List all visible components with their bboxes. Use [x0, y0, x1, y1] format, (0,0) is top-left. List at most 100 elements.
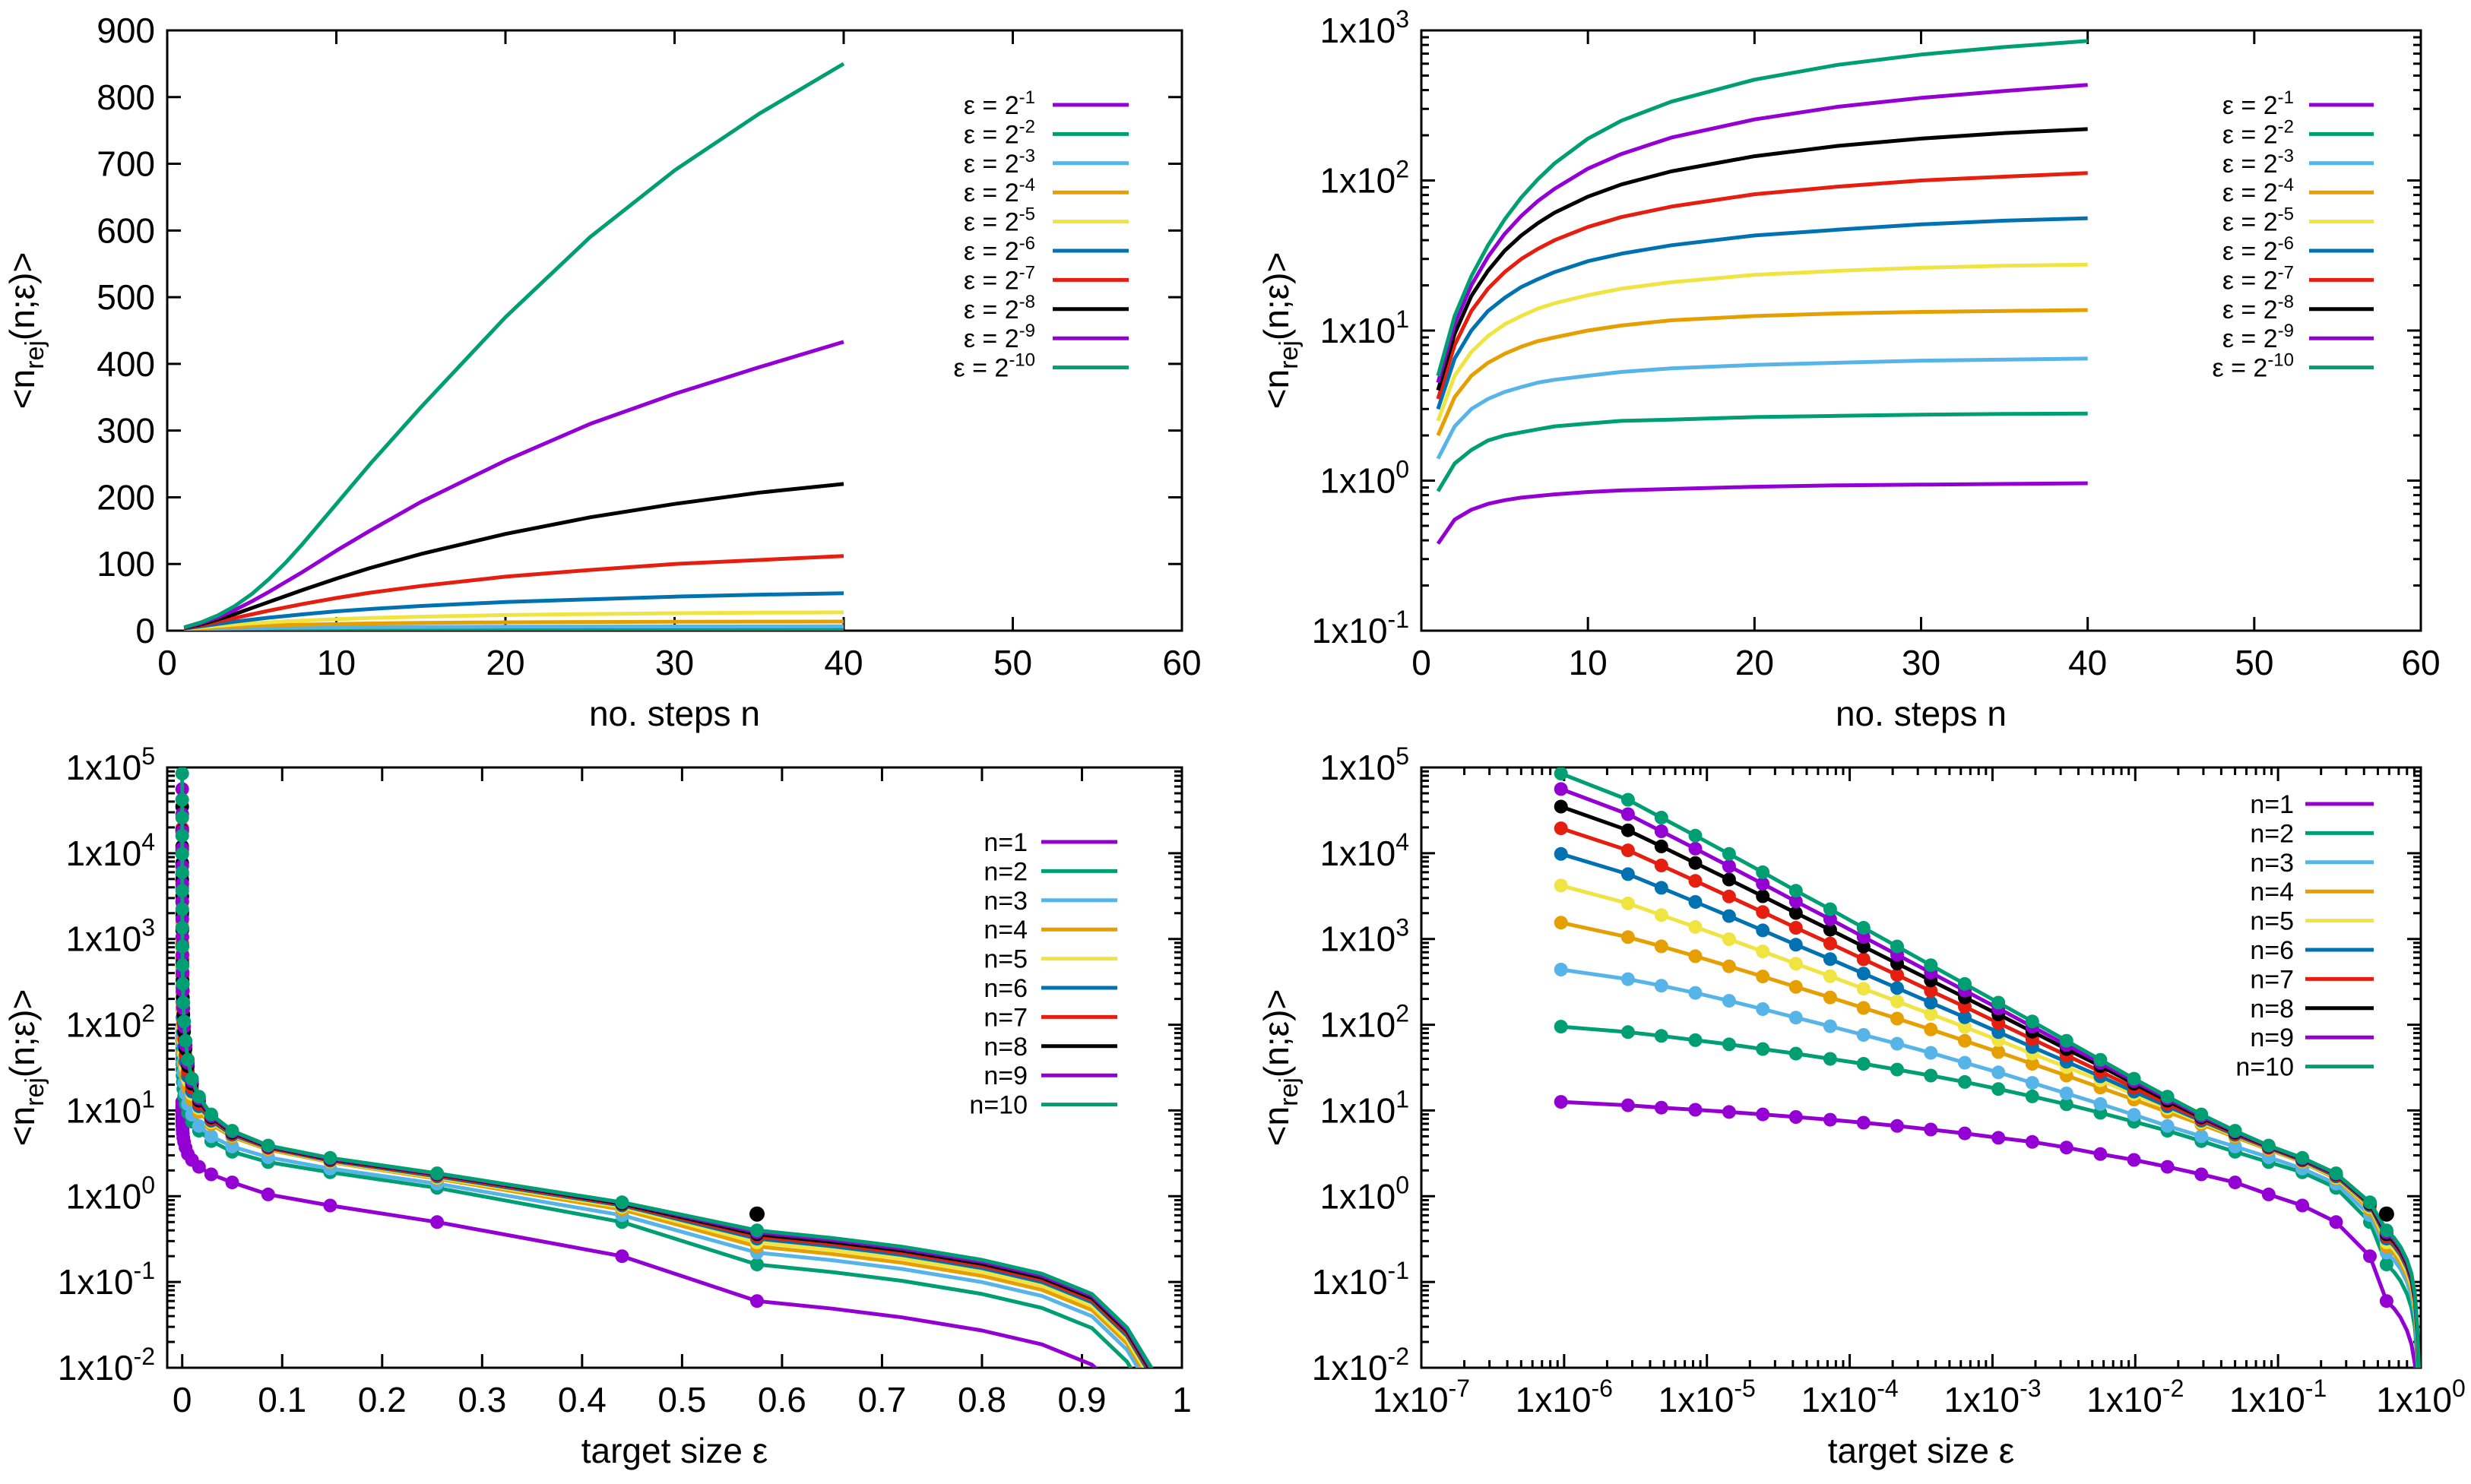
data-point	[1688, 949, 1703, 963]
data-point	[1890, 981, 1904, 995]
data-point	[2025, 1076, 2039, 1090]
legend-label: ε = 2-8	[964, 292, 1035, 324]
data-point	[1688, 828, 1703, 843]
legend-label: n=9	[2250, 1024, 2294, 1052]
data-point	[1654, 824, 1668, 838]
data-point	[2329, 1215, 2343, 1229]
legend-label: ε = 2-8	[2222, 292, 2294, 324]
data-point	[1890, 1036, 1904, 1051]
data-point	[1823, 1112, 1837, 1127]
data-point	[1823, 922, 1837, 937]
legend-label: ε = 2-3	[2222, 146, 2294, 179]
data-point	[1856, 921, 1871, 935]
data-point	[176, 976, 190, 991]
y-tick-label: 1x100	[1319, 456, 1409, 501]
x-axis-title: no. steps n	[1836, 694, 2007, 733]
highlight-point	[2378, 1206, 2394, 1222]
data-point	[175, 865, 189, 879]
legend-label: ε = 2-9	[2222, 321, 2294, 353]
data-point	[1620, 843, 1635, 858]
data-point	[1620, 896, 1635, 910]
x-tick-label: 0	[1411, 643, 1431, 682]
y-tick-label: 1x104	[1319, 828, 1409, 873]
legend-label: ε = 2-10	[2212, 350, 2294, 383]
data-point	[2295, 1150, 2310, 1165]
data-point	[192, 1160, 206, 1174]
data-point	[1554, 821, 1568, 836]
data-point	[1958, 976, 1972, 991]
data-point	[1924, 1007, 1938, 1021]
x-tick-label: 10	[317, 643, 356, 682]
plot-frame	[1420, 766, 2422, 1369]
x-tick-label: 1x10-7	[1373, 1375, 1470, 1419]
x-tick-label: 40	[2068, 643, 2107, 682]
y-tick-label: 1x103	[1319, 914, 1409, 959]
legend-label: n=7	[984, 1003, 1028, 1032]
legend-label: ε = 2-7	[964, 262, 1035, 295]
x-axis-title: no. steps n	[589, 694, 760, 733]
data-point	[430, 1215, 445, 1229]
data-point	[1722, 909, 1736, 923]
y-tick-label: 400	[97, 344, 155, 384]
data-point	[1788, 979, 1803, 994]
series-line	[1436, 411, 2088, 492]
y-tick-label: 1x102	[1319, 156, 1409, 201]
data-point	[1688, 986, 1703, 1000]
data-point	[1654, 1100, 1668, 1115]
data-point	[225, 1124, 239, 1138]
y-tick-label: 800	[97, 78, 155, 117]
series-line	[1436, 83, 2088, 384]
data-point	[1654, 979, 1668, 993]
data-point	[1823, 1052, 1837, 1066]
data-point	[1722, 959, 1736, 973]
data-point	[1958, 1074, 1972, 1089]
data-point	[2160, 1119, 2175, 1133]
y-tick-label: 1x10-1	[1312, 1257, 1409, 1302]
data-point	[1890, 1119, 1904, 1133]
data-point	[225, 1175, 239, 1190]
data-point	[1688, 919, 1703, 934]
legend-bottom-right: n=1n=2n=3n=4n=5n=6n=7n=8n=9n=10	[2235, 790, 2374, 1082]
data-point	[2059, 1033, 2073, 1048]
data-point	[2025, 1089, 2039, 1103]
data-point	[2295, 1198, 2310, 1213]
data-point	[175, 767, 189, 780]
x-tick-label: 0	[173, 1380, 192, 1419]
y-tick-label: 0	[135, 611, 155, 650]
series-group-bottom-left	[175, 767, 1154, 1368]
legend-label: ε = 2-2	[2222, 116, 2294, 149]
x-tick-label: 20	[486, 643, 524, 682]
data-point	[1823, 969, 1837, 983]
legend-label: n=6	[984, 974, 1028, 1003]
data-point	[1823, 990, 1837, 1005]
data-point	[1654, 859, 1668, 872]
x-tick-label: 1x10-2	[2086, 1375, 2184, 1419]
y-tick-label: 1x101	[1319, 305, 1409, 350]
data-point	[1654, 811, 1668, 824]
data-point	[1554, 878, 1568, 893]
y-tick-label: 600	[97, 210, 155, 250]
data-point	[176, 958, 190, 973]
data-point	[2093, 1096, 2108, 1111]
data-point	[1890, 994, 1904, 1008]
data-point	[1722, 994, 1736, 1008]
y-axis-title: <nrej(n;ε)>	[1256, 252, 1304, 410]
y-tick-label: 300	[97, 411, 155, 451]
data-point	[2363, 1195, 2377, 1210]
legend-label: n=10	[969, 1091, 1028, 1120]
data-point	[1756, 1107, 1770, 1122]
data-point	[1554, 1095, 1568, 1109]
legend-label: ε = 2-4	[964, 175, 1035, 207]
data-point	[1991, 1131, 2006, 1145]
legend-label: ε = 2-6	[2222, 233, 2294, 266]
data-point	[1991, 1065, 2006, 1080]
series-line	[1436, 356, 2088, 460]
y-tick-label: 1x105	[1319, 742, 1409, 787]
data-point	[1654, 881, 1668, 895]
data-point	[1924, 1022, 1938, 1036]
series-line	[183, 554, 844, 631]
data-point	[1788, 957, 1803, 971]
x-tick-label: 1x100	[2376, 1375, 2466, 1419]
legend-label: ε = 2-10	[953, 350, 1035, 383]
